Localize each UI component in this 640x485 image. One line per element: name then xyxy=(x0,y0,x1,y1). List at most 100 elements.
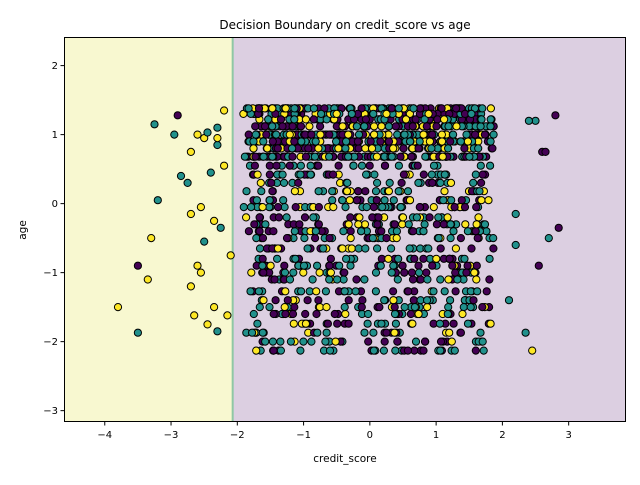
data-point xyxy=(387,244,396,253)
data-point xyxy=(400,303,409,312)
data-point xyxy=(360,122,369,131)
data-point xyxy=(213,327,222,336)
data-point xyxy=(369,109,378,119)
data-point xyxy=(273,144,282,153)
data-point xyxy=(313,328,322,337)
data-point xyxy=(384,122,393,131)
data-point xyxy=(477,178,486,187)
data-point xyxy=(295,220,304,229)
data-point xyxy=(437,130,446,139)
data-point xyxy=(437,137,447,146)
data-point xyxy=(419,346,428,355)
data-point xyxy=(406,309,415,319)
data-point xyxy=(541,147,550,156)
data-point xyxy=(473,287,482,296)
data-point xyxy=(252,196,261,205)
data-point xyxy=(409,296,418,305)
data-point xyxy=(268,337,277,346)
data-point xyxy=(341,144,350,153)
data-point xyxy=(444,275,453,284)
x-tick-label: 3 xyxy=(565,430,571,441)
data-point xyxy=(282,234,292,243)
data-point xyxy=(450,203,459,212)
data-point xyxy=(256,178,265,187)
data-point xyxy=(344,130,353,139)
data-point xyxy=(258,261,267,270)
data-point xyxy=(391,122,400,131)
data-point xyxy=(213,140,222,150)
data-point xyxy=(394,254,403,263)
data-point xyxy=(325,130,334,139)
data-point xyxy=(451,268,460,277)
data-point xyxy=(273,254,282,263)
data-point xyxy=(285,130,294,139)
data-point xyxy=(321,287,330,296)
data-point xyxy=(258,203,267,212)
data-point xyxy=(408,122,417,131)
data-point xyxy=(251,130,260,139)
data-point xyxy=(392,227,401,236)
data-point xyxy=(186,209,195,219)
data-point xyxy=(420,337,430,346)
x-tick-label: −1 xyxy=(296,430,311,441)
data-point xyxy=(340,268,349,277)
data-point xyxy=(476,328,485,337)
data-point xyxy=(469,178,478,187)
data-point xyxy=(255,244,265,253)
data-point xyxy=(364,309,373,319)
data-point xyxy=(255,227,264,236)
data-point xyxy=(429,161,439,170)
data-point xyxy=(299,337,308,346)
data-point xyxy=(357,227,366,236)
data-point xyxy=(401,115,411,124)
data-point xyxy=(360,275,369,284)
data-point xyxy=(341,203,350,212)
data-point xyxy=(472,275,481,284)
data-point xyxy=(254,287,263,296)
data-point xyxy=(370,130,379,139)
data-point xyxy=(456,328,465,337)
data-point xyxy=(414,178,423,187)
data-point xyxy=(445,328,454,337)
data-point xyxy=(425,137,434,146)
data-point xyxy=(460,254,469,263)
data-point xyxy=(314,187,323,196)
data-point xyxy=(220,161,229,170)
data-point xyxy=(463,137,472,146)
data-point xyxy=(325,275,334,284)
data-point xyxy=(150,120,159,129)
data-point xyxy=(303,296,312,305)
data-point xyxy=(407,152,416,161)
data-point xyxy=(261,337,270,346)
data-point xyxy=(210,216,219,225)
data-point xyxy=(186,282,195,291)
data-point xyxy=(415,137,424,146)
data-point xyxy=(408,275,418,284)
data-point xyxy=(176,171,186,181)
data-point xyxy=(308,275,317,284)
data-point xyxy=(307,130,316,139)
data-point xyxy=(453,275,462,284)
data-point xyxy=(279,178,289,187)
data-point xyxy=(370,170,379,179)
data-point xyxy=(299,261,309,270)
data-point xyxy=(528,346,537,355)
data-point xyxy=(270,275,279,284)
data-point xyxy=(357,104,366,113)
data-point xyxy=(317,109,326,119)
data-point xyxy=(301,152,311,161)
data-point xyxy=(458,309,467,319)
data-point xyxy=(387,104,396,113)
data-point xyxy=(471,346,480,355)
data-point xyxy=(411,115,420,124)
data-point xyxy=(393,275,402,284)
data-point xyxy=(371,187,381,196)
data-point xyxy=(436,178,445,187)
data-point xyxy=(367,144,377,153)
data-point xyxy=(432,254,441,263)
data-point xyxy=(534,261,543,270)
data-point xyxy=(321,337,330,346)
data-point xyxy=(422,122,431,131)
data-point xyxy=(247,268,256,277)
